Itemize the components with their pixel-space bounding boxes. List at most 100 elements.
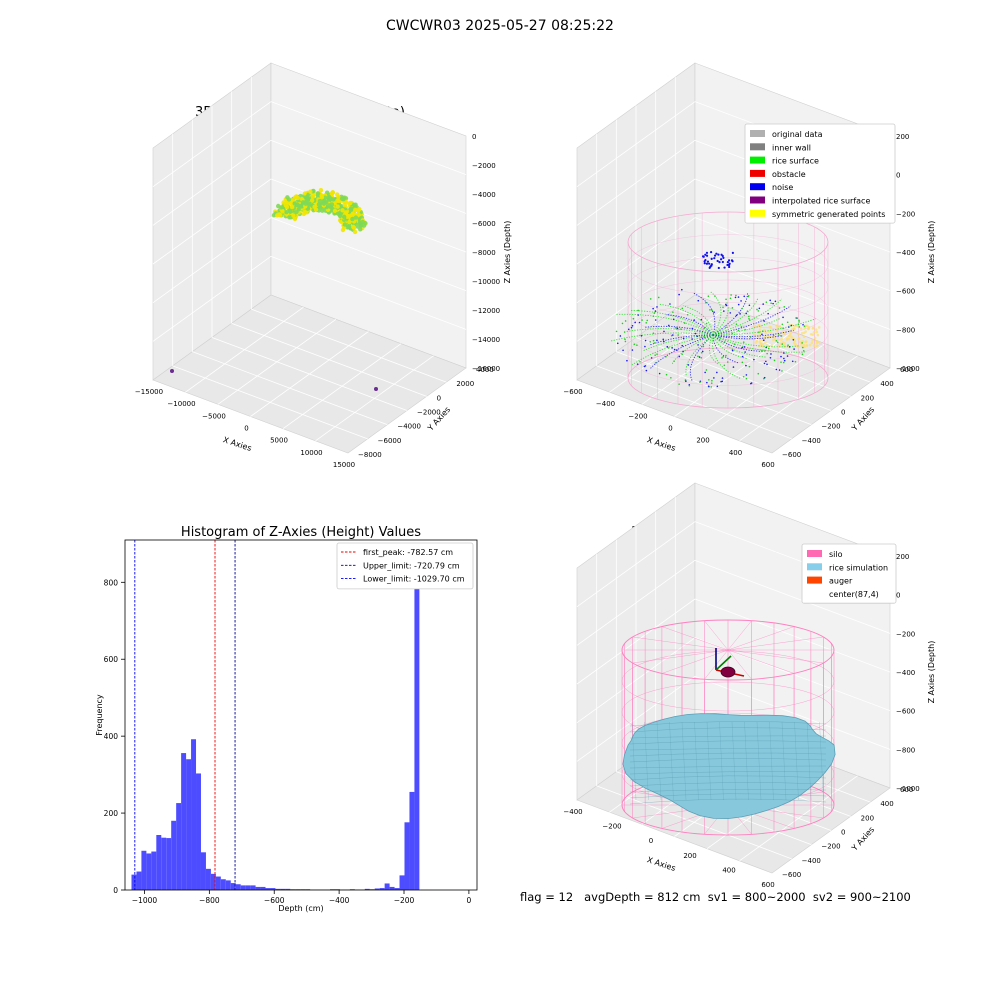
noise-point — [672, 311, 674, 313]
surface-mesh-line — [644, 721, 649, 801]
noise-point — [746, 310, 749, 313]
symmetric-point — [790, 328, 793, 331]
surface-mesh-line — [629, 793, 827, 799]
noise-point — [644, 339, 647, 342]
x-tick-label: −200 — [628, 412, 647, 420]
noise-cluster-point — [723, 266, 726, 269]
legend-entry: original data — [772, 130, 823, 139]
noise-point — [741, 355, 744, 358]
y-tick-label: 200 — [104, 809, 119, 818]
noise-point — [791, 360, 794, 363]
surface-streak — [666, 314, 714, 336]
legend-entry: Lower_limit: -1029.70 cm — [363, 575, 465, 584]
noise-cluster-point — [706, 260, 710, 263]
data-point — [353, 215, 359, 220]
data-point — [360, 219, 365, 225]
x-tick-label: −1000 — [132, 896, 158, 905]
surface-mesh-line — [669, 721, 674, 801]
data-point — [277, 212, 282, 217]
noise-point — [654, 361, 657, 364]
silo-top-spoke — [727, 626, 795, 651]
noise-point — [733, 343, 736, 346]
symmetric-point — [807, 325, 811, 329]
legend-swatch — [750, 169, 765, 177]
noise-point — [669, 303, 671, 305]
noise-point — [729, 312, 732, 314]
noise-point — [706, 381, 708, 384]
data-point — [299, 196, 305, 202]
noise-point — [653, 342, 656, 344]
noise-point — [624, 320, 627, 322]
noise-point — [766, 363, 768, 366]
noise-point — [762, 339, 765, 342]
histogram-bar — [270, 888, 276, 890]
data-point — [284, 209, 289, 215]
symmetric-point — [817, 326, 821, 329]
noise-point — [744, 328, 746, 331]
noise-point — [794, 360, 797, 363]
surface-streak — [630, 309, 714, 336]
surface-streak — [649, 334, 714, 370]
legend-swatch — [807, 563, 822, 571]
noise-cluster-point — [708, 262, 711, 265]
noise-point — [782, 327, 784, 330]
noise-point — [802, 323, 804, 326]
noise-point — [737, 303, 740, 306]
symmetric-point — [771, 338, 775, 342]
legend-swatch — [750, 209, 765, 217]
legend-entry: rice surface — [772, 157, 819, 166]
noise-point — [742, 341, 745, 343]
noise-point — [763, 350, 766, 352]
symmetric-point — [811, 338, 814, 342]
noise-point — [681, 353, 683, 356]
y-tick-label: 400 — [880, 380, 893, 388]
surface-streak — [712, 334, 764, 352]
surface-streak — [712, 329, 794, 338]
symmetric-point — [815, 341, 819, 345]
x-tick-label: −400 — [596, 400, 615, 408]
noise-point — [710, 382, 713, 384]
histogram-bar — [235, 884, 241, 890]
grid-line — [694, 255, 891, 330]
data-point — [342, 222, 348, 227]
noise-point — [778, 369, 781, 371]
histogram-bar — [389, 886, 395, 890]
noise-point — [802, 350, 805, 352]
x-tick-label: −5000 — [202, 412, 226, 420]
noise-point — [735, 294, 737, 297]
data-point — [336, 211, 341, 216]
noise-point — [678, 293, 680, 296]
noise-point — [765, 360, 767, 363]
noise-point — [725, 326, 727, 329]
noise-point — [731, 349, 734, 352]
data-point — [353, 207, 358, 213]
surface-mesh-line — [744, 721, 749, 801]
symmetric-point — [810, 341, 814, 345]
histogram-bar — [136, 871, 142, 890]
surface-mesh-line — [629, 789, 827, 793]
surface-streak — [615, 313, 714, 336]
symmetric-point — [796, 332, 800, 336]
noise-point — [725, 298, 727, 301]
status-caption: flag = 12 avgDepth = 812 cm sv1 = 800~20… — [520, 890, 911, 904]
noise-point — [780, 361, 782, 363]
rice-surface — [622, 713, 836, 820]
data-point — [341, 225, 347, 231]
noise-point — [776, 341, 779, 344]
z-tick-label: 200 — [896, 553, 909, 561]
legend-swatch — [750, 196, 765, 204]
noise-cluster-point — [705, 262, 709, 265]
noise-point — [801, 342, 803, 344]
surface-mesh-line — [629, 771, 827, 775]
noise-point — [798, 321, 800, 323]
noise-cluster-point — [717, 266, 720, 270]
z-tick-label: −2000 — [472, 162, 496, 170]
surface-streak — [708, 334, 720, 366]
surface-mesh-line — [629, 747, 827, 751]
noise-point — [763, 376, 766, 379]
noise-cluster-point — [705, 251, 709, 254]
noise-point — [742, 375, 745, 378]
grid-line — [694, 217, 891, 292]
noise-point — [665, 373, 668, 376]
data-point — [353, 202, 358, 207]
